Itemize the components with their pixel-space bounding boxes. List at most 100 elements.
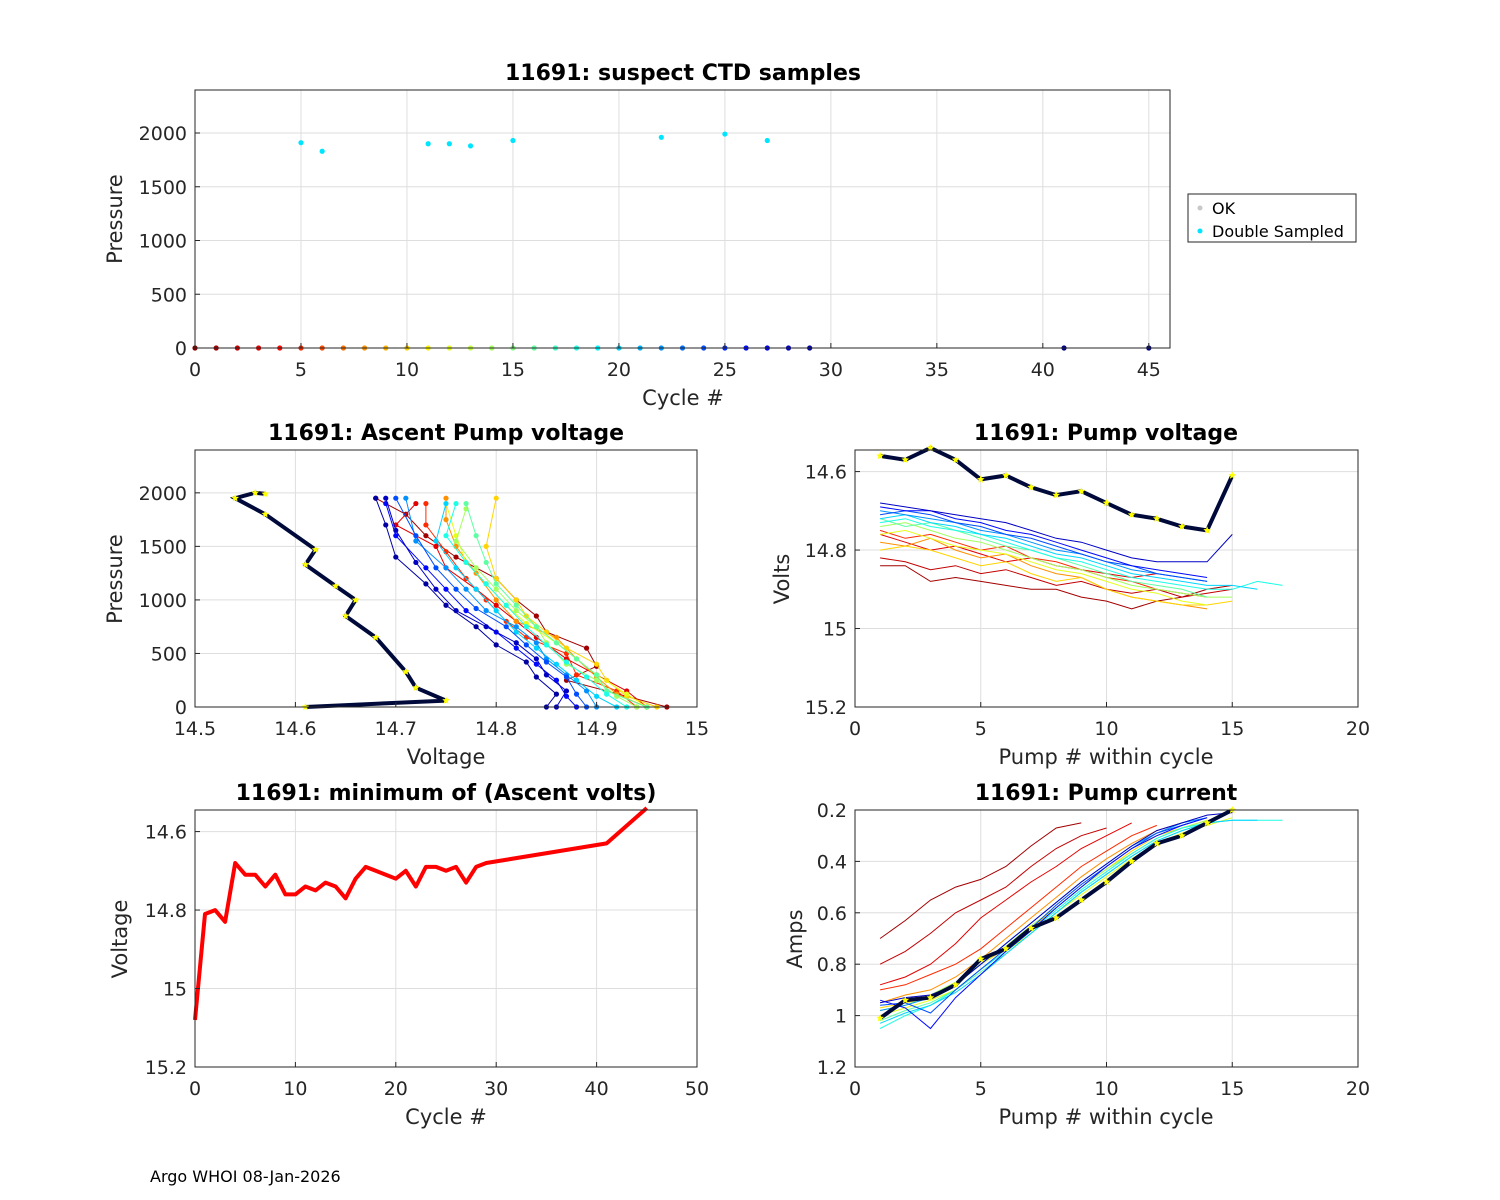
- ascent-point: [453, 554, 459, 560]
- ascent-point: [513, 645, 519, 651]
- pumpv-ytick-label: 14.8: [805, 540, 847, 562]
- pumpc-xtick-label: 0: [849, 1078, 861, 1100]
- double-sampled-point: [658, 134, 664, 140]
- ascent-point: [423, 581, 429, 587]
- ascent-point: [513, 640, 519, 646]
- ascent-ytick-label: 500: [151, 643, 187, 665]
- ascent-point: [453, 538, 459, 544]
- pumpv-reference-star: [1002, 471, 1010, 479]
- ascent-xtick-label: 15: [685, 718, 709, 740]
- ctd-double-sampled-points: [298, 131, 770, 154]
- ascent-point: [433, 543, 439, 549]
- ascent-point: [443, 495, 449, 501]
- ascent-profiles: [373, 495, 670, 710]
- pumpv-reference-star: [901, 455, 910, 463]
- ascent-point: [493, 575, 499, 582]
- ascent-point: [503, 602, 509, 608]
- legend-double-sampled-label: Double Sampled: [1212, 222, 1344, 241]
- ascent-point: [473, 624, 479, 630]
- ascent-point: [383, 495, 389, 501]
- ascent-reference-star: [371, 633, 380, 641]
- pumpc-reference-star: [1127, 857, 1136, 865]
- ascent-point: [413, 533, 419, 539]
- ctd-xtick-label: 0: [189, 359, 201, 381]
- pumpv-xtick-label: 20: [1346, 718, 1370, 740]
- pumpv-reference-star: [1203, 526, 1211, 534]
- ctd-ticks: 0 5 10 15 20 25 30 35 40 45 0 500 1000 1500 2000: [139, 123, 1161, 381]
- ascent-axes-box: [194, 449, 698, 708]
- ascent-reference-star: [251, 488, 259, 497]
- ascent-point: [523, 624, 529, 630]
- double-sampled-point: [764, 137, 770, 144]
- ascent-ytick-label: 1000: [139, 590, 187, 612]
- ascent-point: [533, 613, 539, 619]
- ctd-xtick-label: 35: [925, 359, 949, 381]
- pumpv-reference-star: [951, 455, 960, 463]
- pumpc-xtick-label: 10: [1094, 1078, 1118, 1100]
- min-volts-line: [193, 806, 649, 1021]
- axes-pump-current: 0 5 10 15 20 0.2 0.4 0.6 0.8 1 1.2 11691: Pump cur…: [783, 781, 1370, 1129]
- minv-xlabel: Cycle #: [405, 1105, 487, 1129]
- ctd-xtick-label: 15: [501, 359, 525, 381]
- pumpv-line-cycle-22: [880, 510, 1208, 582]
- footer-caption: Argo WHOI 08-Jan-2026: [150, 1167, 341, 1186]
- ascent-reference-star: [261, 510, 270, 518]
- ascent-point: [594, 693, 600, 699]
- ascent-point: [483, 581, 489, 587]
- ascent-point: [463, 500, 469, 507]
- pumpv-xtick-label: 15: [1220, 718, 1244, 740]
- ascent-reference-star: [331, 582, 340, 590]
- pumpv-line-cycle-12: [880, 529, 1208, 606]
- ascent-point: [583, 645, 590, 651]
- ascent-reference-star: [402, 667, 410, 675]
- ascent-point: [513, 624, 519, 630]
- ascent-point: [483, 624, 489, 630]
- pumpc-reference-star: [1052, 913, 1060, 922]
- pumpv-reference-star: [1153, 514, 1161, 522]
- pumpc-reference-star: [1102, 878, 1111, 886]
- ascent-point: [513, 602, 519, 608]
- pumpv-reference-star: [1102, 499, 1111, 507]
- pumpc-reference-star: [926, 993, 935, 1001]
- pumpc-reference-star: [1027, 924, 1035, 932]
- minv-ticks: 0 10 20 30 40 50 14.6 14.8 15 15.2: [145, 822, 709, 1100]
- ascent-point: [403, 495, 409, 501]
- pumpv-reference-star: [1077, 487, 1086, 495]
- pumpc-line-cycle-3: [879, 822, 1132, 986]
- ascent-ytick-label: 1500: [139, 536, 187, 558]
- pumpv-line-cycle-24: [880, 510, 1208, 582]
- minv-xtick-label: 10: [283, 1078, 307, 1100]
- pumpv-line-cycle-5: [879, 529, 1208, 598]
- ctd-title: 11691: suspect CTD samples: [505, 61, 861, 86]
- pumpv-reference-star: [1228, 471, 1237, 479]
- pumpc-ytick-label: 0.2: [817, 800, 847, 822]
- ascent-point: [533, 674, 539, 680]
- ascent-point: [473, 586, 479, 592]
- ascent-point: [443, 500, 449, 507]
- ctd-xtick-label: 25: [713, 359, 737, 381]
- ascent-point: [393, 495, 399, 501]
- ascent-reference-star: [261, 489, 270, 498]
- ascent-point: [473, 533, 479, 539]
- pumpv-line-cycle-28: [880, 502, 1233, 563]
- minv-title: 11691: minimum of (Ascent volts): [236, 781, 657, 806]
- pumpc-reference-star: [876, 1014, 884, 1022]
- minv-ytick-label: 15: [163, 979, 187, 1001]
- double-sampled-point: [298, 140, 304, 146]
- ctd-xtick-label: 40: [1031, 359, 1055, 381]
- pumpv-title: 11691: Pump voltage: [974, 421, 1238, 446]
- pumpc-reference-star: [951, 980, 960, 988]
- pumpv-reference-star: [876, 451, 884, 460]
- ascent-point: [553, 640, 560, 646]
- ascent-point: [393, 527, 399, 533]
- legend-double-sampled-marker: [1197, 228, 1203, 234]
- ascent-point: [383, 522, 389, 528]
- pumpc-xtick-label: 5: [975, 1078, 987, 1100]
- pumpv-reference-star: [1127, 510, 1136, 518]
- ascent-point: [423, 533, 429, 539]
- pumpc-xtick-label: 20: [1346, 1078, 1370, 1100]
- ascent-reference-star: [231, 494, 239, 502]
- pumpc-reference: [876, 806, 1237, 1022]
- pumpc-title: 11691: Pump current: [975, 781, 1238, 806]
